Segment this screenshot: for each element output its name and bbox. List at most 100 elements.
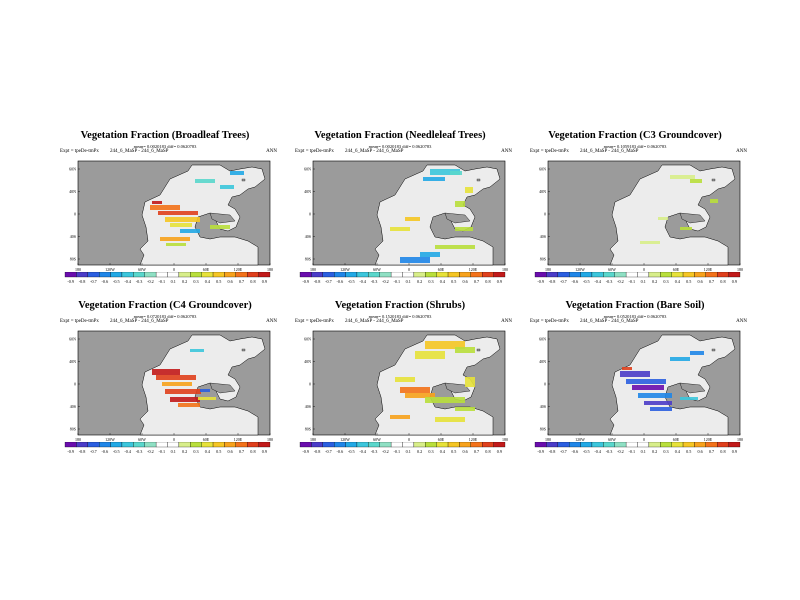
panel-subtitle: mean= 0.0520183 diff= 0.0620783: [603, 314, 667, 319]
data-patch: [400, 387, 430, 393]
data-patch: [405, 217, 420, 221]
data-patch: [638, 393, 672, 398]
data-patch: [435, 245, 475, 249]
data-patch: [690, 179, 702, 183]
colorbar-tick-label: -0.5: [583, 449, 590, 454]
x-tick-label: 0: [408, 437, 410, 442]
map-plot: 60N 40N 0 40S 80S 180 120W 60W 0 60E 120E 180: [539, 330, 743, 442]
colorbar-swatch: [368, 442, 380, 448]
colorbar-swatch: [413, 442, 426, 448]
data-patch: [230, 171, 244, 175]
colorbar-swatch: [235, 272, 248, 278]
colorbar-tick-label: -0.9: [67, 449, 74, 454]
colorbar-tick-label: 0.1: [406, 449, 411, 454]
colorbar-tick-label: -0.3: [371, 279, 378, 284]
land-group: [139, 334, 266, 436]
colorbar-swatch: [322, 442, 335, 448]
y-tick-label: 40S: [305, 404, 311, 409]
y-tick-label: 60N: [304, 337, 311, 342]
x-tick-label: 180: [267, 267, 273, 272]
colorbar-tick-label: 0.6: [698, 279, 703, 284]
colorbar-tick-label: 0.7: [239, 279, 244, 284]
data-patch: [710, 199, 718, 203]
data-patch: [210, 225, 230, 229]
colorbar-swatch: [311, 272, 323, 278]
data-patch: [165, 217, 200, 222]
colorbar-swatch: [534, 442, 547, 448]
colorbar-tick-label: 0.2: [417, 449, 422, 454]
colorbar-swatch: [660, 442, 672, 448]
colorbar-swatch: [546, 442, 558, 448]
land-mass: [139, 334, 266, 436]
data-patch: [465, 377, 475, 387]
colorbar-tick-label: 0.3: [193, 279, 198, 284]
colorbar-swatch: [591, 442, 604, 448]
x-tick-label: 120E: [704, 437, 713, 442]
colorbar-tick-label: 0.3: [663, 279, 668, 284]
colorbar-swatch: [167, 272, 180, 278]
colorbar-tick-label: 0.5: [686, 279, 691, 284]
data-patch: [165, 389, 201, 394]
colorbar-swatch: [648, 272, 661, 278]
data-patch: [415, 351, 445, 359]
x-tick-label: 60E: [673, 267, 680, 272]
colorbar-swatch: [201, 442, 214, 448]
x-tick-label: 120W: [575, 437, 585, 442]
y-tick-label: 0: [544, 382, 546, 387]
colorbar-tick-label: -0.7: [90, 279, 97, 284]
colorbar-tick-label: -0.4: [124, 279, 132, 284]
lake: [241, 348, 246, 352]
data-patch: [644, 401, 672, 405]
colorbar-swatch: [311, 442, 323, 448]
x-tick-label: 120E: [469, 267, 478, 272]
colorbar-swatch: [728, 442, 741, 448]
colorbar-swatch: [87, 442, 100, 448]
colorbar-swatch: [178, 272, 191, 278]
y-tick-label: 40N: [304, 189, 311, 194]
inland-sea: [444, 212, 471, 224]
data-patch: [680, 227, 692, 230]
colorbar-tick-label: -0.6: [337, 449, 344, 454]
colorbar-swatch: [671, 442, 684, 448]
colorbar-swatch: [493, 272, 506, 278]
colorbar-swatch: [299, 442, 312, 448]
colorbar: -0.9 -0.8 -0.7 -0.6 -0.5 -0.4 -0.3 -0.2 -0.1 0.1 0…: [64, 272, 271, 284]
x-tick-label: 60W: [373, 267, 381, 272]
colorbar-swatch: [580, 272, 593, 278]
data-patch: [198, 397, 216, 400]
colorbar-tick-label: 0.1: [641, 279, 646, 284]
colorbar-tick-label: 0.1: [171, 449, 176, 454]
colorbar-swatch: [133, 442, 145, 448]
colorbar-tick-label: -0.8: [79, 279, 86, 284]
colorbar-swatch: [459, 442, 471, 448]
data-patch: [626, 379, 666, 384]
colorbar-swatch: [546, 272, 558, 278]
y-tick-label: 80S: [540, 257, 546, 262]
y-tick-label: 80S: [540, 427, 546, 432]
colorbar-swatch: [121, 272, 134, 278]
y-tick-label: 60N: [539, 337, 546, 342]
colorbar-swatch: [625, 442, 638, 448]
colorbar-tick-label: 0.2: [652, 279, 657, 284]
colorbar-tick-label: 0.9: [497, 449, 502, 454]
data-patch: [178, 403, 200, 407]
colorbar-tick-label: -0.6: [337, 279, 344, 284]
x-tick-label: 180: [502, 267, 508, 272]
y-tick-label: 80S: [305, 427, 311, 432]
colorbar-tick-label: -0.2: [382, 449, 389, 454]
land-group: [609, 164, 736, 266]
y-tick-label: 60N: [539, 167, 546, 172]
colorbar-tick-label: 0.4: [205, 279, 211, 284]
colorbar-swatch: [603, 442, 615, 448]
x-tick-label: 60W: [138, 437, 146, 442]
case-label: Expt = tpeDe-tmPx: [530, 319, 569, 324]
colorbar-swatch: [425, 272, 437, 278]
data-patch: [435, 417, 465, 422]
colorbar-tick-label: -0.1: [628, 449, 635, 454]
colorbar-tick-label: -0.9: [537, 279, 544, 284]
colorbar-tick-label: -0.1: [393, 449, 400, 454]
panel-title: Vegetation Fraction (Needleleaf Trees): [314, 130, 486, 141]
colorbar: -0.9 -0.8 -0.7 -0.6 -0.5 -0.4 -0.3 -0.2 -0.1 0.1 0…: [534, 442, 741, 454]
inland-sea: [679, 382, 706, 394]
colorbar-swatch: [167, 442, 180, 448]
